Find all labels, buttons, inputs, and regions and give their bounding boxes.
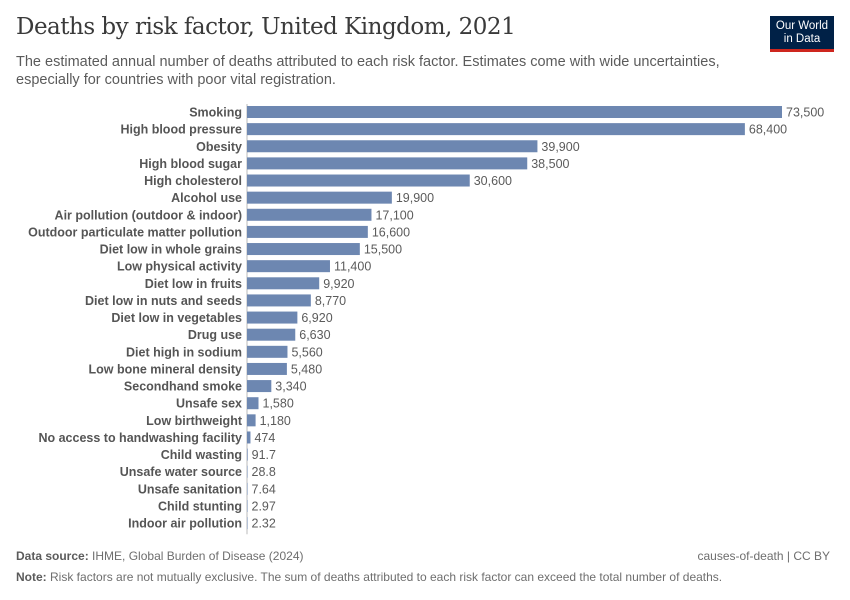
bar[interactable] (247, 482, 248, 495)
category-label: Alcohol use (171, 191, 242, 205)
value-label: 7.64 (252, 482, 276, 496)
value-label: 6,630 (299, 328, 330, 342)
bar-chart: Smoking 73,500 High blood pressure 68,400 Ob… (28, 104, 824, 535)
note: Note: Risk factors are not mutually excl… (16, 570, 722, 584)
value-label: 9,920 (323, 277, 354, 291)
bar[interactable] (247, 225, 368, 238)
value-label: 15,500 (364, 243, 402, 257)
value-label: 2.32 (252, 517, 276, 531)
bar[interactable] (247, 499, 248, 512)
value-label: 28.8 (252, 465, 276, 479)
category-label: Diet low in nuts and seeds (85, 294, 242, 308)
category-label: Air pollution (outdoor & indoor) (55, 208, 242, 222)
chart-title: Deaths by risk factor, United Kingdom, 2… (16, 14, 516, 40)
value-label: 474 (254, 431, 275, 445)
bar[interactable] (247, 345, 288, 358)
bar[interactable] (247, 123, 745, 136)
bar[interactable] (247, 362, 287, 375)
category-label: Child wasting (161, 448, 242, 462)
bar[interactable] (247, 311, 298, 324)
category-label: Unsafe water source (120, 465, 242, 479)
bar[interactable] (247, 465, 248, 478)
category-label: High cholesterol (144, 174, 242, 188)
logo-line1: Our World (775, 20, 829, 32)
value-label: 19,900 (396, 191, 434, 205)
bar[interactable] (247, 140, 538, 153)
value-label: 91.7 (252, 448, 276, 462)
category-label: Low birthweight (146, 414, 243, 428)
value-label: 17,100 (375, 208, 413, 222)
value-label: 8,770 (315, 294, 346, 308)
data-source: Data source: IHME, Global Burden of Dise… (16, 549, 303, 563)
value-label: 38,500 (531, 157, 569, 171)
value-label: 2.97 (252, 499, 276, 513)
bar[interactable] (247, 174, 470, 187)
note-label: Note: (16, 570, 47, 584)
bar[interactable] (247, 157, 528, 170)
category-label: Indoor air pollution (128, 517, 242, 531)
value-label: 5,480 (291, 362, 322, 376)
category-label: High blood pressure (120, 123, 242, 137)
value-label: 1,580 (263, 397, 294, 411)
bar[interactable] (247, 243, 360, 256)
category-label: Diet high in sodium (126, 345, 242, 359)
owid-logo[interactable]: Our World in Data (770, 16, 834, 52)
category-label: Smoking (189, 106, 242, 120)
source-text[interactable]: IHME, Global Burden of Disease (2024) (92, 549, 304, 563)
category-label: High blood sugar (139, 157, 242, 171)
logo-line2: in Data (783, 33, 821, 45)
bar[interactable] (247, 380, 272, 393)
value-label: 30,600 (474, 174, 512, 188)
value-label: 16,600 (372, 225, 410, 239)
value-label: 3,340 (275, 380, 306, 394)
value-label: 39,900 (541, 140, 579, 154)
source-label: Data source: (16, 549, 89, 563)
license[interactable]: causes-of-death | CC BY (697, 549, 830, 563)
category-label: Outdoor particulate matter pollution (28, 225, 242, 239)
value-label: 11,400 (334, 260, 371, 274)
bar[interactable] (247, 191, 392, 204)
category-label: Diet low in fruits (145, 277, 242, 291)
bar[interactable] (247, 294, 311, 307)
category-label: No access to handwashing facility (38, 431, 242, 445)
category-label: Unsafe sex (176, 397, 242, 411)
category-label: Low physical activity (117, 260, 242, 274)
bar[interactable] (247, 414, 256, 427)
note-text: Risk factors are not mutually exclusive.… (50, 570, 723, 584)
category-label: Unsafe sanitation (138, 482, 242, 496)
value-label: 5,560 (291, 345, 322, 359)
category-label: Drug use (188, 328, 242, 342)
value-label: 6,920 (301, 311, 332, 325)
value-label: 1,180 (260, 414, 291, 428)
category-label: Obesity (196, 140, 242, 154)
bar[interactable] (247, 106, 782, 118)
value-label: 68,400 (749, 123, 787, 137)
category-label: Secondhand smoke (124, 380, 242, 394)
bar[interactable] (247, 448, 248, 461)
chart-subtitle: The estimated annual number of deaths at… (16, 54, 720, 88)
bar[interactable] (247, 208, 372, 221)
bar[interactable] (247, 260, 330, 273)
bar[interactable] (247, 517, 248, 530)
bar[interactable] (247, 397, 259, 410)
category-label: Low bone mineral density (89, 362, 243, 376)
category-label: Diet low in whole grains (100, 243, 242, 257)
bar[interactable] (247, 431, 251, 444)
bar[interactable] (247, 277, 320, 290)
bar[interactable] (247, 328, 296, 341)
category-label: Diet low in vegetables (111, 311, 242, 325)
category-label: Child stunting (158, 499, 242, 513)
value-label: 73,500 (786, 106, 824, 120)
